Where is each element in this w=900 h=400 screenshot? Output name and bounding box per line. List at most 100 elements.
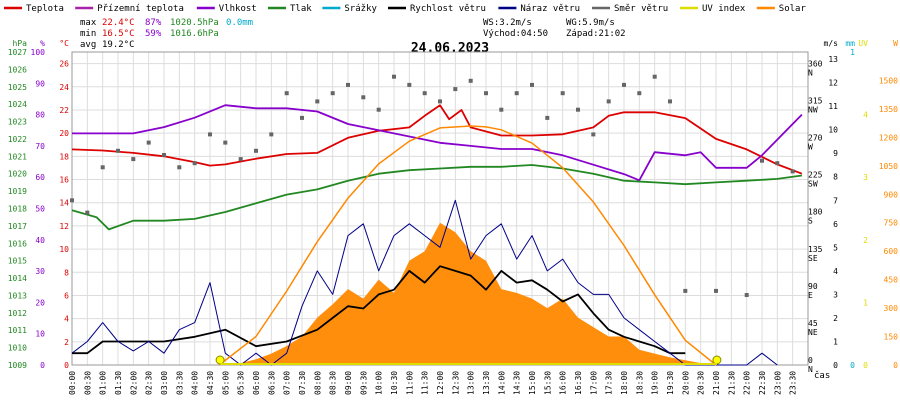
dir-point <box>85 210 90 215</box>
x-tick-label: 04:30 <box>206 371 215 395</box>
axis-tick-solar: 150 <box>884 333 899 342</box>
dir-label: N <box>808 365 813 374</box>
axis-tick-temp: 24 <box>59 83 69 92</box>
axis-tick-wind: 12 <box>828 79 838 88</box>
dir-point <box>668 99 672 104</box>
dir-point <box>760 158 764 163</box>
x-tick-label: 19:00 <box>651 371 660 395</box>
series-line-1 <box>72 104 803 182</box>
sunrise-marker <box>215 355 225 365</box>
axis-tick-solar: 1050 <box>879 162 898 171</box>
dir-tick: 180 <box>808 208 823 217</box>
x-tick-label: 11:30 <box>421 371 430 395</box>
dir-point <box>376 107 381 112</box>
dir-label: NE <box>808 328 818 337</box>
dir-tick: 0 <box>808 356 813 365</box>
stat-min-temp: 16.5°C <box>102 29 135 39</box>
dir-label: SW <box>808 180 818 189</box>
axis-tick-solar: 1350 <box>879 105 898 114</box>
axis-tick-press: 1025 <box>8 83 27 92</box>
axis-unit-uv: UV <box>858 39 868 48</box>
axis-tick-wind: 8 <box>833 173 838 182</box>
x-tick-label: 09:30 <box>359 371 368 395</box>
axis-tick-uv: 2 <box>863 236 868 245</box>
x-tick-label: 18:00 <box>620 371 629 395</box>
axis-tick-rain: 0 <box>850 361 855 370</box>
legend-label-7: Směr větru <box>614 4 668 14</box>
series-line-2 <box>71 164 803 231</box>
dir-tick: 315 <box>808 97 823 106</box>
axis-tick-hum: 70 <box>35 142 45 151</box>
stat-avg-prefix: avg <box>80 40 96 50</box>
axis-tick-wind: 11 <box>828 102 838 111</box>
dir-point <box>606 99 611 104</box>
x-tick-label: 02:00 <box>129 371 138 395</box>
stat-min-prefix: min <box>80 29 96 39</box>
axis-tick-wind: 0 <box>833 361 838 370</box>
dir-point <box>422 91 427 96</box>
dir-point <box>453 87 458 92</box>
axis-unit-hum: % <box>40 39 45 48</box>
axis-tick-press: 1018 <box>8 205 27 214</box>
legend-label-0: Teplota <box>26 4 64 14</box>
axis-tick-press: 1024 <box>8 100 27 109</box>
x-tick-label: 08:00 <box>313 371 322 395</box>
series-line-6 <box>218 125 717 366</box>
dir-point <box>269 132 274 137</box>
dir-tick: 360 <box>808 59 823 68</box>
axis-tick-temp: 12 <box>59 222 69 231</box>
axis-tick-uv: 4 <box>863 111 868 120</box>
dir-label: NW <box>808 106 818 115</box>
axis-tick-wind: 9 <box>833 149 838 158</box>
dir-point <box>238 157 243 162</box>
x-tick-label: 10:30 <box>390 371 399 395</box>
axis-tick-hum: 90 <box>35 79 45 88</box>
axis-tick-press: 1011 <box>8 326 27 335</box>
axis-tick-press: 1015 <box>8 257 27 266</box>
legend-label-2: Vlhkost <box>219 4 257 14</box>
axis-tick-solar: 0 <box>893 361 898 370</box>
dir-tick: 90 <box>808 282 818 291</box>
axis-tick-wind: 3 <box>833 290 838 299</box>
stat-sunset: Západ:21:02 <box>566 29 626 39</box>
x-tick-label: 07:30 <box>298 371 307 395</box>
axis-tick-hum: 0 <box>40 361 45 370</box>
series-line-4 <box>71 199 778 366</box>
dir-point <box>591 132 596 137</box>
dir-point <box>131 157 136 162</box>
dir-label: E <box>808 291 813 300</box>
axis-tick-wind: 4 <box>833 267 838 276</box>
x-tick-label: 20:30 <box>697 371 706 395</box>
axis-tick-press: 1010 <box>8 344 27 353</box>
axis-tick-press: 1020 <box>8 170 27 179</box>
stat-sunrise: Východ:04:50 <box>483 29 548 39</box>
x-tick-label: 06:00 <box>252 371 261 395</box>
x-tick-label: 15:00 <box>528 371 537 395</box>
axis-tick-solar: 750 <box>884 219 899 228</box>
series-line-3 <box>72 265 686 355</box>
dir-point <box>146 140 151 145</box>
axis-tick-temp: 6 <box>64 291 69 300</box>
axis-tick-press: 1009 <box>8 361 27 370</box>
axis-tick-hum: 60 <box>35 173 45 182</box>
axis-tick-press: 1027 <box>8 48 27 57</box>
axis-tick-press: 1012 <box>8 309 27 318</box>
chart-title: 24.06.2023 <box>411 41 489 56</box>
legend-label-3: Tlak <box>290 4 312 14</box>
x-tick-label: 05:00 <box>221 371 230 395</box>
dir-point <box>775 161 780 166</box>
legend-label-6: Náraz větru <box>520 4 580 14</box>
sunset-marker <box>712 355 722 365</box>
axis-tick-wind: 1 <box>833 337 838 346</box>
dir-point <box>790 169 795 174</box>
axis-tick-press: 1019 <box>8 187 27 196</box>
dir-point <box>223 140 228 145</box>
x-tick-label: 22:30 <box>758 371 767 395</box>
axis-tick-temp: 0 <box>64 361 69 370</box>
axis-tick-hum: 10 <box>35 330 45 339</box>
axis-tick-temp: 16 <box>59 176 69 185</box>
axis-tick-uv: 3 <box>863 173 868 182</box>
dir-point <box>468 78 473 83</box>
x-tick-label: 17:30 <box>605 371 614 395</box>
